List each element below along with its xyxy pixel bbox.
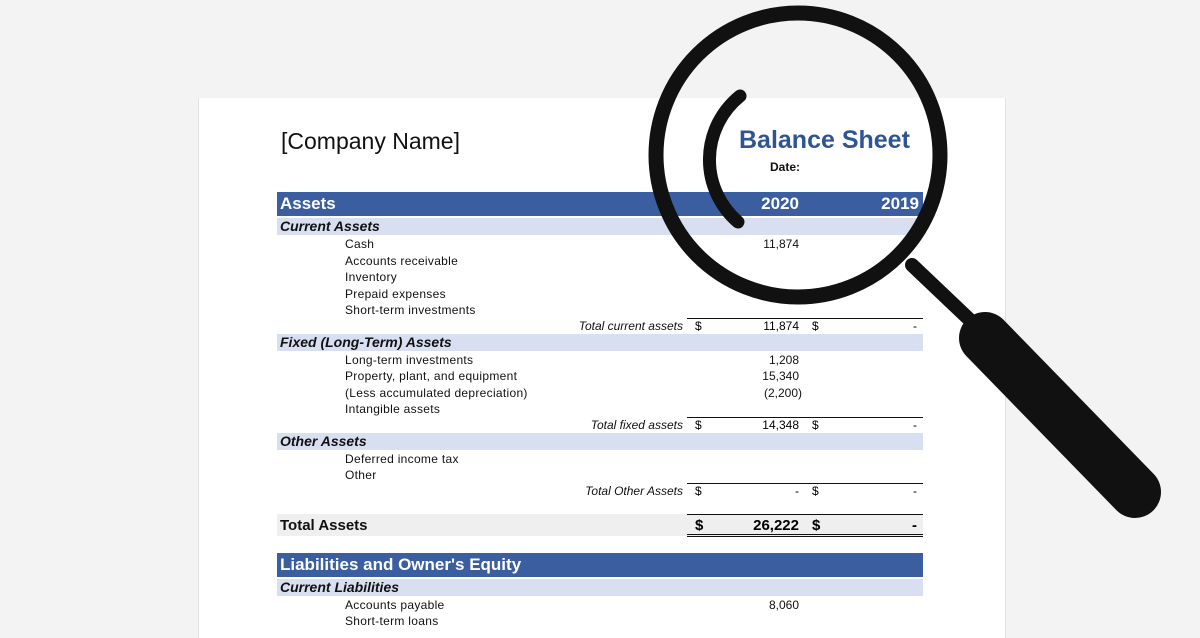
depreciation-value: (2,200) [763, 386, 802, 400]
line-item-short-term-investments: Short-term investments [345, 303, 476, 317]
dollar-sign: $ [695, 319, 702, 333]
year-2020-header: 2020 [761, 194, 799, 213]
document-title: Balance Sheet [739, 126, 910, 154]
total-2020: 11,874 [763, 319, 799, 333]
section-label: Current Liabilities [280, 579, 400, 595]
total-current-assets-row: Total current assets $ 11,874 $ - [277, 318, 923, 334]
line-item-deferred-income-tax: Deferred income tax [345, 452, 459, 466]
total-label: Total Other Assets [585, 484, 683, 498]
property-value: 15,340 [762, 369, 799, 383]
line-item-accounts-receivable: Accounts receivable [345, 254, 459, 268]
cash-value-2020: 11,874 [763, 237, 799, 251]
total-assets-row: Total Assets $ 26,222 $ - [277, 514, 923, 537]
total-assets-2020: 26,222 [753, 517, 799, 534]
line-item-intangible-assets: Intangible assets [345, 402, 441, 416]
dollar-sign: $ [695, 484, 702, 498]
date-label: Date: [770, 160, 801, 174]
liabilities-header-label: Liabilities and Owner's Equity [280, 555, 522, 574]
liabilities-header: Liabilities and Owner's Equity [277, 553, 923, 577]
total-2019: - [913, 484, 917, 498]
current-liabilities-section: Current Liabilities [277, 579, 923, 596]
current-assets-section: Current Assets [277, 218, 923, 235]
total-2019: - [913, 418, 917, 432]
year-2019-header: 2019 [881, 194, 919, 213]
other-assets-section: Other Assets [277, 433, 923, 450]
total-2019: - [913, 319, 917, 333]
dollar-sign: $ [812, 319, 819, 333]
dollar-sign: $ [812, 484, 819, 498]
dollar-sign: $ [812, 418, 819, 432]
total-fixed-assets-row: Total fixed assets $ 14,348 $ - [277, 417, 923, 433]
total-label: Total current assets [578, 319, 683, 333]
line-item-accounts-payable: Accounts payable [345, 598, 445, 612]
line-item-inventory: Inventory [345, 270, 398, 284]
total-label: Total fixed assets [590, 418, 683, 432]
accounts-payable-value: 8,060 [768, 598, 799, 612]
line-item-long-term-investments: Long-term investments [345, 353, 474, 367]
company-name: [Company Name] [281, 128, 460, 154]
section-label: Fixed (Long-Term) Assets [280, 334, 452, 350]
long-term-investments-value: 1,208 [768, 353, 799, 367]
assets-header: Assets 2020 2019 [277, 192, 923, 216]
fixed-assets-section: Fixed (Long-Term) Assets [277, 334, 923, 351]
line-item-other: Other [345, 468, 377, 482]
total-2020: 14,348 [762, 418, 799, 432]
section-label: Other Assets [280, 433, 367, 449]
dollar-sign: $ [812, 517, 821, 534]
line-item-short-term-loans: Short-term loans [345, 614, 439, 628]
dollar-sign: $ [695, 418, 702, 432]
line-item-cash: Cash [345, 237, 375, 251]
sum-line [687, 417, 923, 418]
balance-sheet-document: [Company Name] Balance Sheet Date: Asset… [198, 98, 1006, 638]
section-label: Current Assets [280, 218, 380, 234]
assets-header-label: Assets [280, 194, 336, 213]
total-assets-label: Total Assets [280, 517, 368, 534]
line-item-property: Property, plant, and equipment [345, 369, 518, 383]
sum-line [687, 483, 923, 484]
total-other-assets-row: Total Other Assets $ - $ - [277, 483, 923, 499]
line-item-depreciation: (Less accumulated depreciation) [345, 386, 528, 400]
line-item-prepaid-expenses: Prepaid expenses [345, 287, 446, 301]
total-assets-2019: - [912, 517, 917, 534]
total-2020: - [795, 484, 799, 498]
sum-line [687, 514, 923, 515]
double-underline [687, 534, 923, 540]
dollar-sign: $ [695, 517, 704, 534]
sum-line [687, 318, 923, 319]
